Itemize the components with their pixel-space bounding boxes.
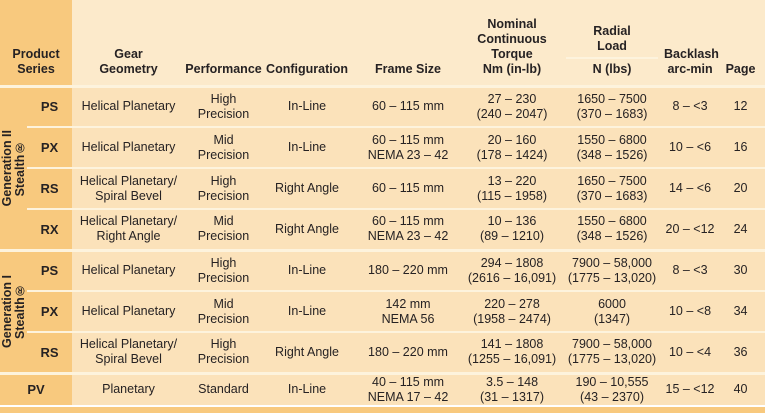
cell-configuration: In-Line xyxy=(262,84,353,127)
cell-page: 12 xyxy=(716,84,765,127)
header-configuration: Configuration xyxy=(262,0,353,88)
cell-frame-size: 142 mm NEMA 56 xyxy=(352,290,465,332)
cell-radial-load: 1550 – 6800 (348 – 1526) xyxy=(560,208,665,250)
cell-performance: High Precision xyxy=(185,248,263,291)
table-row: RS Helical Planetary/ Spiral Bevel High … xyxy=(0,331,765,373)
cell-radial-load: 6000 (1347) xyxy=(560,290,665,332)
header-radial-load-unit: N (lbs) xyxy=(592,61,632,76)
header-product-series: Product Series xyxy=(0,0,73,88)
header-frame-size: Frame Size xyxy=(352,0,465,88)
cell-torque: 20 – 160 (178 – 1424) xyxy=(464,126,561,168)
cell-page: 24 xyxy=(716,208,765,250)
cell-series: RS xyxy=(27,331,73,373)
cell-performance: High Precision xyxy=(185,331,263,373)
cell-series: PS xyxy=(27,248,73,291)
cell-configuration: In-Line xyxy=(262,248,353,291)
table-row: PV Planetary Standard In-Line 40 – 115 m… xyxy=(0,371,765,405)
header-radial-load-title: Radial Load xyxy=(566,24,659,59)
cell-backlash: 8 – <3 xyxy=(664,84,717,127)
table-row: Generation I Stealth® PS Helical Planeta… xyxy=(0,248,765,373)
generation-label-cell: Generation I Stealth® xyxy=(0,248,27,373)
cell-torque: 294 – 1808 (2616 – 16,091) xyxy=(464,248,561,291)
cell-torque: 220 – 278 (1958 – 2474) xyxy=(464,290,561,332)
cell-series: PX xyxy=(27,126,73,168)
cell-gear-geometry: Helical Planetary/ Right Angle xyxy=(72,208,186,250)
cell-frame-size: 60 – 115 mm NEMA 23 – 42 xyxy=(352,126,465,168)
cell-configuration: Right Angle xyxy=(262,208,353,250)
cell-page: 20 xyxy=(716,167,765,209)
table-row: RS Helical Planetary/ Spiral Bevel High … xyxy=(0,167,765,209)
cell-frame-size: 60 – 115 mm xyxy=(352,84,465,127)
cell-series: PS xyxy=(27,84,73,127)
cell-radial-load: 7900 – 58,000 (1775 – 13,020) xyxy=(560,248,665,291)
cell-series: PX xyxy=(27,290,73,332)
cell-radial-load: 1550 – 6800 (348 – 1526) xyxy=(560,126,665,168)
cell-page: 40 xyxy=(716,371,765,405)
cell-series: RX xyxy=(27,208,73,250)
header-backlash: Backlash arc-min xyxy=(664,0,719,88)
table-row: PX Helical Planetary Mid Precision In-Li… xyxy=(0,290,765,332)
bottom-accent-bar xyxy=(0,406,765,413)
cell-configuration: In-Line xyxy=(262,371,353,405)
header-radial-load: Radial Load N (lbs) xyxy=(560,0,665,88)
cell-torque: 141 – 1808 (1255 – 16,091) xyxy=(464,331,561,373)
cell-page: 16 xyxy=(716,126,765,168)
cell-performance: High Precision xyxy=(185,84,263,127)
cell-gear-geometry: Helical Planetary/ Spiral Bevel xyxy=(72,167,186,209)
cell-frame-size: 40 – 115 mm NEMA 17 – 42 xyxy=(352,371,465,405)
cell-torque: 3.5 – 148 (31 – 1317) xyxy=(464,371,561,405)
cell-configuration: Right Angle xyxy=(262,167,353,209)
cell-radial-load: 1650 – 7500 (370 – 1683) xyxy=(560,84,665,127)
cell-gear-geometry: Helical Planetary xyxy=(72,84,186,127)
cell-performance: Mid Precision xyxy=(185,126,263,168)
table-row: Generation II Stealth® PS Helical Planet… xyxy=(0,84,765,250)
cell-configuration: In-Line xyxy=(262,126,353,168)
table-row: RX Helical Planetary/ Right Angle Mid Pr… xyxy=(0,208,765,250)
generation-label-cell: Generation II Stealth® xyxy=(0,84,27,250)
cell-backlash: 14 – <6 xyxy=(664,167,717,209)
cell-backlash: 15 – <12 xyxy=(664,371,717,405)
cell-gear-geometry: Helical Planetary/ Spiral Bevel xyxy=(72,331,186,373)
cell-torque: 27 – 230 (240 – 2047) xyxy=(464,84,561,127)
cell-backlash: 10 – <8 xyxy=(664,290,717,332)
cell-radial-load: 7900 – 58,000 (1775 – 13,020) xyxy=(560,331,665,373)
cell-backlash: 10 – <6 xyxy=(664,126,717,168)
header-page: Page xyxy=(716,0,765,88)
cell-torque: 10 – 136 (89 – 1210) xyxy=(464,208,561,250)
cell-backlash: 10 – <4 xyxy=(664,331,717,373)
cell-page: 34 xyxy=(716,290,765,332)
cell-page: 36 xyxy=(716,331,765,373)
cell-performance: Mid Precision xyxy=(185,290,263,332)
cell-backlash: 8 – <3 xyxy=(664,248,717,291)
header-performance: Performance xyxy=(185,0,263,88)
cell-configuration: In-Line xyxy=(262,290,353,332)
cell-gear-geometry: Planetary xyxy=(72,371,186,405)
cell-performance: High Precision xyxy=(185,167,263,209)
cell-gear-geometry: Helical Planetary xyxy=(72,126,186,168)
table-header: Product Series Gear Geometry Performance… xyxy=(0,0,765,88)
header-gear-geometry: Gear Geometry xyxy=(72,0,186,88)
cell-gear-geometry: Helical Planetary xyxy=(72,290,186,332)
generation-2-label: Generation II Stealth® xyxy=(0,129,27,207)
cell-series: RS xyxy=(27,167,73,209)
cell-series: PV xyxy=(0,371,73,405)
cell-radial-load: 190 – 10,555 (43 – 2370) xyxy=(560,371,665,405)
cell-performance: Standard xyxy=(185,371,263,405)
generation-1-label: Generation I Stealth® xyxy=(0,275,27,348)
cell-frame-size: 180 – 220 mm xyxy=(352,248,465,291)
cell-frame-size: 60 – 115 mm NEMA 23 – 42 xyxy=(352,208,465,250)
cell-torque: 13 – 220 (115 – 1958) xyxy=(464,167,561,209)
table-row: PX Helical Planetary Mid Precision In-Li… xyxy=(0,126,765,168)
cell-performance: Mid Precision xyxy=(185,208,263,250)
cell-page: 30 xyxy=(716,248,765,291)
cell-backlash: 20 – <12 xyxy=(664,208,717,250)
cell-frame-size: 180 – 220 mm xyxy=(352,331,465,373)
cell-configuration: Right Angle xyxy=(262,331,353,373)
cell-frame-size: 60 – 115 mm xyxy=(352,167,465,209)
cell-gear-geometry: Helical Planetary xyxy=(72,248,186,291)
header-torque: Nominal Continuous Torque Nm (in-lb) xyxy=(464,0,561,88)
cell-radial-load: 1650 – 7500 (370 – 1683) xyxy=(560,167,665,209)
